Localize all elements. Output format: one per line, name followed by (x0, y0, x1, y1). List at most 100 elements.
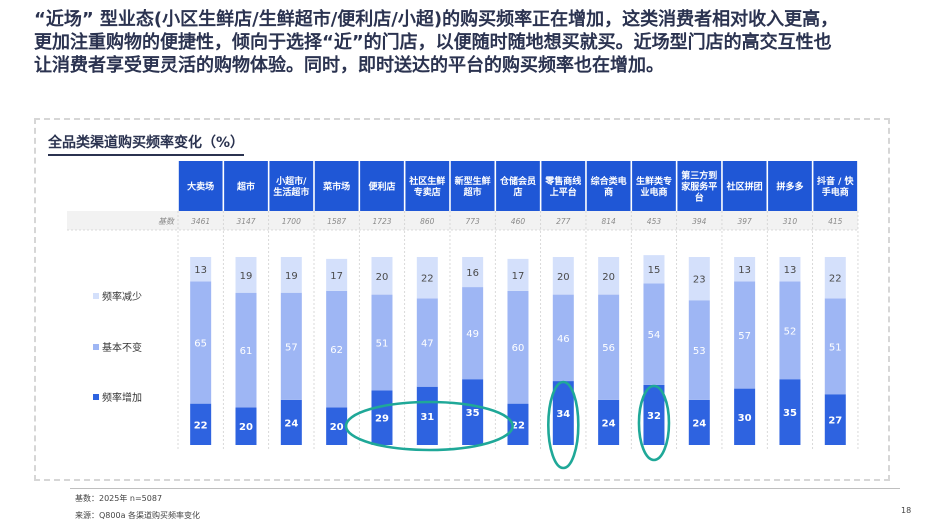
base-value: 397 (737, 217, 752, 226)
category-label: 上平台 (550, 186, 577, 198)
data-label: 17 (512, 271, 525, 282)
bar-segment-unchanged (326, 290, 348, 408)
data-label: 24 (284, 418, 298, 429)
chart-title: 全品类渠道购买频率变化（%） (48, 132, 245, 156)
bar-segment-increase (190, 403, 212, 445)
bar-segment-decrease (280, 257, 302, 293)
data-label: 51 (376, 339, 389, 350)
data-label: 13 (784, 265, 797, 276)
bar-segment-decrease (598, 257, 620, 295)
base-row-label: 基数 (158, 217, 175, 226)
legend-label: 频率减少 (102, 290, 142, 303)
data-label: 29 (375, 414, 389, 425)
bar-segment-unchanged (371, 294, 393, 391)
data-label: 15 (648, 265, 661, 276)
bar-segment-decrease (824, 257, 846, 299)
data-label: 53 (693, 346, 706, 357)
headline-line-1: “近场” 型业态(小区生鲜店/生鲜超市/便利店/小超)的购买频率正在增加，这类消… (34, 9, 839, 30)
category-label: 生活超市 (273, 186, 309, 198)
data-label: 20 (239, 422, 253, 433)
data-label: 22 (421, 274, 434, 285)
category-header-cell (360, 161, 404, 211)
bar-segment-unchanged (688, 300, 710, 400)
category-label: 商 (604, 186, 613, 198)
data-label: 46 (557, 334, 570, 345)
bar-segment-decrease (235, 257, 257, 293)
bar-segment-unchanged (552, 294, 574, 382)
category-label: 业电商 (640, 186, 667, 198)
bar-segment-increase (643, 384, 665, 445)
category-label: 拼多多 (776, 181, 803, 193)
data-label: 20 (557, 272, 570, 283)
bar-segment-decrease (779, 257, 801, 282)
category-label: 便利店 (368, 181, 395, 193)
bar-segment-unchanged (598, 294, 620, 400)
highlight-near-stores (344, 400, 514, 452)
data-label: 20 (330, 422, 344, 433)
category-header-cell (314, 161, 359, 211)
category-header-cell (677, 161, 722, 211)
legend-swatch (93, 394, 99, 400)
bar-segment-increase (688, 399, 710, 445)
category-label: 超市 (463, 186, 482, 198)
category-label: 社区生鲜 (408, 175, 445, 187)
category-header-cell (496, 161, 540, 211)
data-label: 61 (240, 346, 253, 357)
base-value: 394 (692, 217, 707, 226)
category-header-cell (768, 161, 812, 211)
bar-segment-decrease (190, 257, 212, 282)
bar-segment-unchanged (643, 283, 665, 385)
bar-segment-unchanged (779, 281, 801, 380)
legend-label: 频率增加 (102, 391, 142, 404)
data-label: 13 (194, 265, 207, 276)
data-label: 62 (330, 345, 343, 356)
category-label: 专卖店 (414, 186, 441, 198)
category-label: 台 (695, 192, 704, 204)
page-number: 18 (901, 506, 912, 515)
base-value: 1587 (327, 217, 346, 226)
footnote-base: 基数：2025年 n=5087 (75, 494, 163, 503)
category-header-cell (541, 161, 586, 211)
category-label: 社区拼团 (726, 181, 763, 193)
bar-segment-increase (507, 403, 529, 445)
bar-segment-decrease (643, 255, 665, 284)
headline: “近场” 型业态(小区生鲜店/生鲜超市/便利店/小超)的购买频率正在增加，这类消… (34, 8, 914, 77)
bar-segment-unchanged (824, 298, 846, 395)
data-label: 20 (376, 272, 389, 283)
data-label: 51 (829, 342, 842, 353)
data-label: 56 (602, 343, 615, 354)
bar-segment-increase (235, 407, 257, 445)
data-label: 19 (240, 271, 253, 282)
bar-segment-decrease (371, 257, 393, 295)
category-header-cell (632, 161, 676, 211)
data-label: 65 (194, 339, 207, 350)
bar-segment-decrease (462, 257, 484, 288)
data-label: 54 (648, 330, 661, 341)
category-header-cell (450, 161, 495, 211)
bar-segment-increase (462, 379, 484, 445)
base-value: 460 (511, 217, 526, 226)
category-label: 综合类电 (591, 175, 627, 187)
base-value: 277 (556, 217, 571, 226)
category-label: 小超市/ (275, 175, 307, 187)
category-label: 超市 (236, 181, 255, 193)
base-value: 1700 (282, 217, 301, 226)
base-value: 773 (465, 217, 480, 226)
bar-segment-unchanged (507, 290, 529, 404)
bar-segment-unchanged (416, 298, 438, 387)
data-label: 57 (738, 331, 751, 342)
bar-segment-decrease (326, 258, 348, 291)
bar-segment-unchanged (462, 287, 484, 380)
chart-panel (34, 118, 890, 481)
data-label: 13 (738, 265, 751, 276)
category-header-cell (813, 161, 858, 211)
base-value: 3461 (191, 217, 210, 226)
base-value: 3147 (236, 217, 255, 226)
bar-segment-unchanged (190, 281, 212, 404)
data-label: 57 (285, 342, 298, 353)
legend-label: 基本不变 (102, 341, 142, 354)
data-label: 23 (693, 275, 706, 286)
base-value: 1723 (372, 217, 391, 226)
category-header-cell (722, 161, 767, 211)
